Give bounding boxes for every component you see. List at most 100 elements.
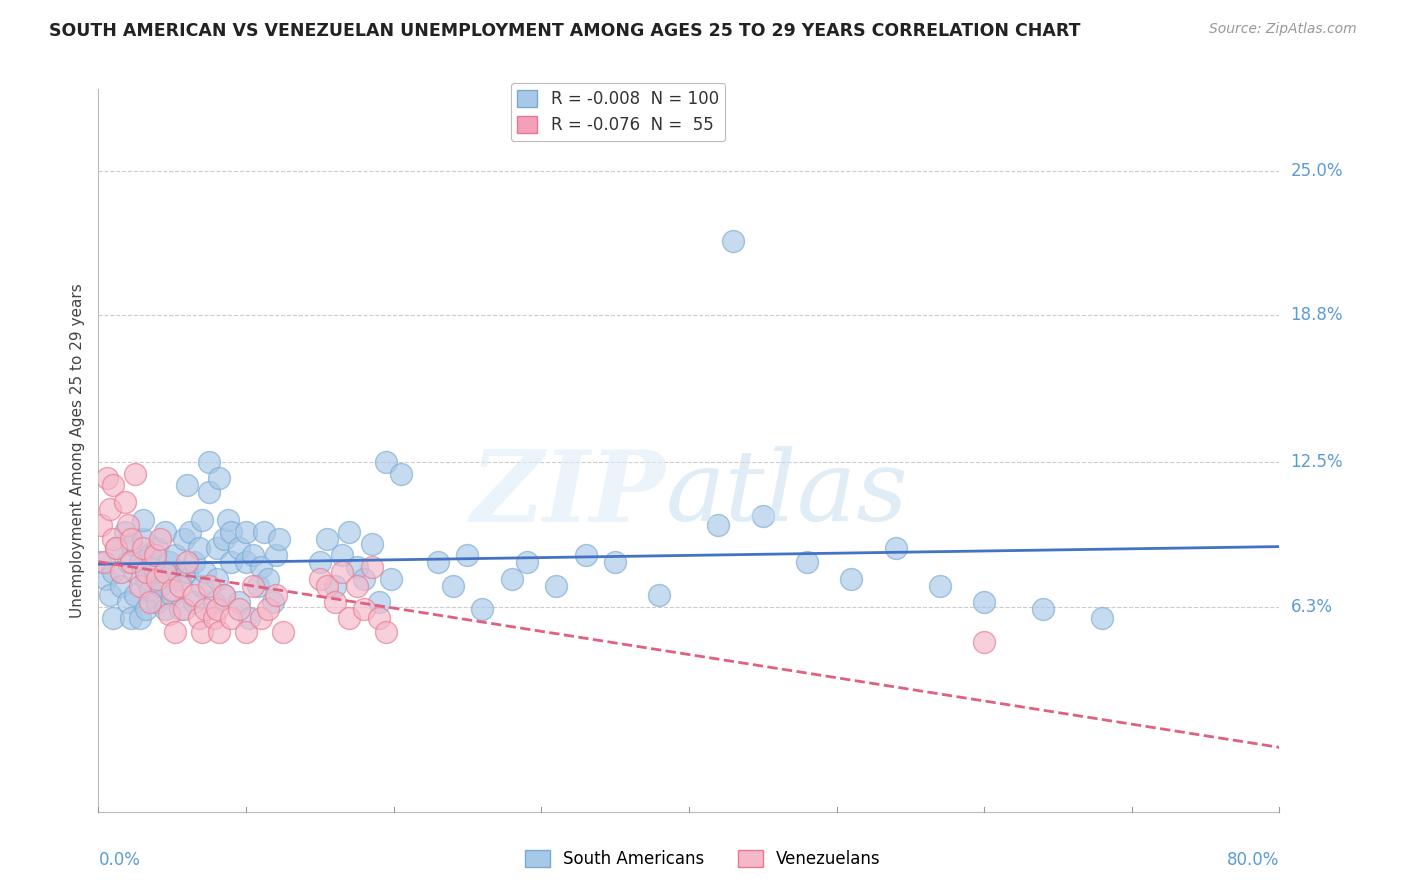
Point: [242, 579, 264, 593]
Point: [162, 588, 183, 602]
Point: [257, 572, 280, 586]
Text: 0.0%: 0.0%: [98, 851, 141, 869]
Point: [194, 565, 217, 579]
Point: [457, 549, 479, 563]
Point: [427, 555, 450, 569]
Point: [139, 595, 162, 609]
Point: [183, 555, 205, 569]
Point: [648, 588, 671, 602]
Point: [929, 579, 952, 593]
Text: 12.5%: 12.5%: [1291, 453, 1343, 471]
Point: [339, 524, 361, 539]
Point: [128, 579, 150, 593]
Point: [103, 478, 125, 492]
Point: [264, 549, 287, 563]
Point: [165, 625, 187, 640]
Legend: South Americans, Venezuelans: South Americans, Venezuelans: [519, 843, 887, 875]
Point: [110, 579, 132, 593]
Point: [176, 478, 198, 492]
Point: [205, 602, 228, 616]
Point: [368, 611, 391, 625]
Point: [146, 541, 169, 556]
Point: [135, 572, 157, 586]
Point: [723, 234, 745, 248]
Point: [146, 572, 169, 586]
Point: [238, 611, 260, 625]
Point: [516, 555, 538, 569]
Point: [202, 595, 225, 609]
Point: [89, 555, 111, 569]
Point: [135, 565, 157, 579]
Point: [162, 583, 183, 598]
Text: 80.0%: 80.0%: [1227, 851, 1279, 869]
Legend: R = -0.008  N = 100, R = -0.076  N =  55: R = -0.008 N = 100, R = -0.076 N = 55: [510, 83, 725, 141]
Point: [124, 588, 146, 602]
Point: [339, 611, 361, 625]
Point: [98, 501, 121, 516]
Point: [884, 541, 907, 556]
Point: [187, 541, 209, 556]
Point: [94, 572, 117, 586]
Point: [173, 532, 195, 546]
Point: [353, 602, 375, 616]
Text: SOUTH AMERICAN VS VENEZUELAN UNEMPLOYMENT AMONG AGES 25 TO 29 YEARS CORRELATION : SOUTH AMERICAN VS VENEZUELAN UNEMPLOYMEN…: [49, 22, 1081, 40]
Point: [212, 588, 235, 602]
Point: [208, 625, 231, 640]
Point: [205, 572, 228, 586]
Point: [441, 579, 464, 593]
Point: [98, 588, 121, 602]
Point: [360, 537, 382, 551]
Point: [135, 602, 157, 616]
Point: [153, 524, 176, 539]
Point: [471, 602, 494, 616]
Point: [575, 549, 598, 563]
Point: [1032, 602, 1054, 616]
Point: [262, 595, 284, 609]
Point: [221, 555, 243, 569]
Point: [117, 595, 139, 609]
Point: [165, 549, 187, 563]
Point: [146, 595, 169, 609]
Point: [153, 602, 176, 616]
Point: [132, 541, 155, 556]
Point: [346, 560, 368, 574]
Point: [179, 524, 201, 539]
Point: [157, 555, 180, 569]
Point: [309, 572, 332, 586]
Text: 25.0%: 25.0%: [1291, 161, 1343, 180]
Point: [246, 579, 269, 593]
Point: [796, 555, 818, 569]
Point: [235, 524, 257, 539]
Point: [149, 579, 172, 593]
Point: [124, 467, 146, 481]
Point: [120, 532, 142, 546]
Point: [169, 579, 191, 593]
Text: atlas: atlas: [665, 446, 908, 541]
Point: [353, 572, 375, 586]
Point: [120, 537, 142, 551]
Point: [217, 513, 239, 527]
Point: [752, 508, 775, 523]
Point: [228, 541, 250, 556]
Point: [191, 513, 214, 527]
Point: [973, 595, 995, 609]
Point: [375, 625, 398, 640]
Point: [323, 579, 346, 593]
Point: [117, 518, 139, 533]
Point: [1091, 611, 1114, 625]
Point: [242, 549, 264, 563]
Point: [346, 579, 368, 593]
Point: [124, 565, 146, 579]
Point: [96, 471, 118, 485]
Point: [375, 455, 398, 469]
Point: [187, 611, 209, 625]
Point: [198, 455, 221, 469]
Point: [103, 532, 125, 546]
Point: [360, 560, 382, 574]
Point: [143, 549, 166, 563]
Point: [128, 611, 150, 625]
Point: [176, 555, 198, 569]
Point: [183, 588, 205, 602]
Point: [198, 579, 221, 593]
Point: [93, 555, 115, 569]
